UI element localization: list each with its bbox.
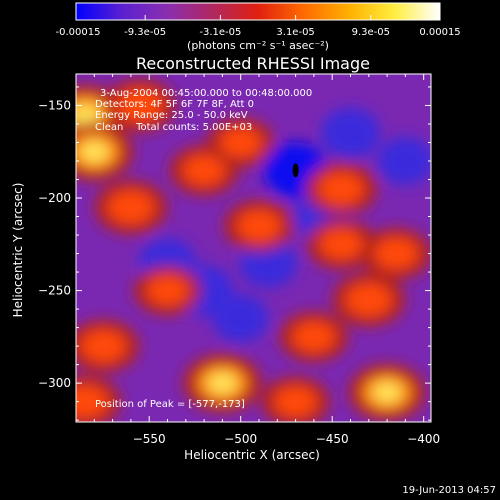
info-line-time: 3-Aug-2004 00:45:00.000 to 00:48:00.000 bbox=[100, 88, 312, 99]
observation-info: 3-Aug-2004 00:45:00.000 to 00:48:00.000 … bbox=[95, 88, 312, 133]
dark-region bbox=[377, 137, 431, 185]
colorbar-unit-label: (photons cm⁻² s⁻¹ asec⁻²) bbox=[187, 39, 329, 52]
info-line-clean: Clean Total counts: 5.00E+03 bbox=[95, 122, 252, 133]
bright-region-core bbox=[345, 283, 392, 317]
bright-region-core bbox=[237, 209, 281, 242]
x-axis-label: Heliocentric X (arcsec) bbox=[184, 448, 320, 462]
dark-region bbox=[320, 107, 380, 159]
bright-region-core bbox=[81, 329, 126, 363]
bright-region-core bbox=[374, 237, 419, 270]
bright-region-core bbox=[76, 385, 108, 418]
x-tick-label: −450 bbox=[316, 432, 349, 446]
colorbar-tick-label: -3.1e-05 bbox=[199, 27, 241, 38]
y-axis-label: Heliocentric Y (arcsec) bbox=[11, 183, 25, 318]
plot-frame bbox=[75, 73, 432, 423]
bright-region-peak bbox=[372, 381, 402, 403]
dark-region bbox=[212, 294, 269, 343]
colorbar-ticks: -0.00015 -9.3e-05 -3.1e-05 3.1e-05 9.3e-05 0.… bbox=[56, 15, 461, 38]
y-tick-label: −150 bbox=[38, 98, 71, 112]
colorbar-tick-label: -0.00015 bbox=[56, 27, 101, 38]
bright-region-peak bbox=[79, 140, 109, 163]
x-axis-ticks: −550 −500 −450 −400 bbox=[93, 74, 440, 446]
y-tick-label: −250 bbox=[38, 284, 71, 298]
x-tick-label: −550 bbox=[133, 432, 166, 446]
y-axis-ticks: −150 −200 −250 −300 bbox=[38, 86, 431, 421]
y-tick-label: −200 bbox=[38, 191, 71, 205]
bright-region-core bbox=[318, 172, 364, 206]
bright-region-core bbox=[146, 275, 189, 306]
colorbar-tick-label: 3.1e-05 bbox=[276, 27, 314, 38]
bright-region-core bbox=[107, 190, 154, 225]
colorbar-tick-label: 9.3e-05 bbox=[352, 27, 390, 38]
bright-region-core bbox=[274, 386, 317, 418]
x-tick-label: −500 bbox=[224, 432, 257, 446]
bright-region-core bbox=[117, 89, 163, 122]
colorbar-tick-label: 0.00015 bbox=[419, 27, 460, 38]
bright-region-core bbox=[320, 228, 363, 260]
bright-region-peak bbox=[207, 372, 238, 394]
info-line-detectors: Detectors: 4F 5F 6F 7F 8F, Att 0 bbox=[95, 99, 254, 110]
intensity-map bbox=[76, 79, 431, 422]
y-tick-label: −300 bbox=[38, 376, 71, 390]
bright-region-core bbox=[292, 321, 336, 353]
chart-title: Reconstructed RHESSI Image bbox=[136, 54, 370, 73]
bright-region-peak bbox=[76, 103, 101, 126]
generation-timestamp: 19-Jun-2013 04:57 bbox=[402, 485, 496, 496]
minimum-marker bbox=[292, 163, 299, 178]
x-tick-label: −400 bbox=[407, 432, 440, 446]
colorbar-tick-label: -9.3e-05 bbox=[124, 27, 166, 38]
colorbar bbox=[75, 2, 441, 21]
info-line-energy: Energy Range: 25.0 - 50.0 keV bbox=[95, 110, 248, 121]
peak-position-label: Position of Peak = [-577,-173] bbox=[95, 399, 245, 410]
bright-region-core bbox=[220, 127, 262, 158]
bright-region-core bbox=[182, 154, 226, 186]
